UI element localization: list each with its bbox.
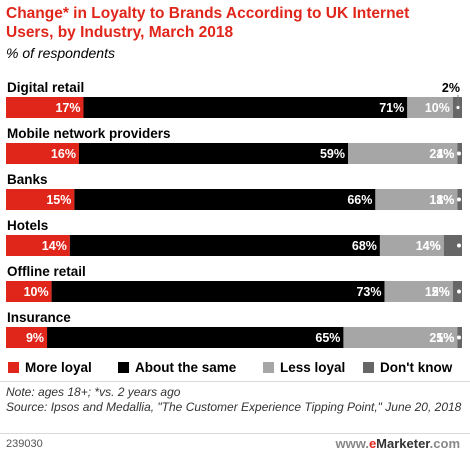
bar-offline-retail-about-the-same	[51, 281, 385, 302]
bar-hotels-don-t-know	[443, 235, 462, 256]
legend-divider	[0, 381, 470, 382]
bar-mobile-network-providers-more-loyal	[6, 143, 79, 164]
category-label-insurance: Insurance	[7, 310, 71, 325]
data-label-hotels-about-the-same: 68%	[352, 239, 377, 253]
bar-insurance-less-loyal	[343, 327, 458, 348]
note-text: Note: ages 18+; *vs. 2 years ago	[6, 385, 181, 399]
leader-dot-mobile-network-providers	[457, 151, 461, 156]
footer-divider	[0, 433, 470, 434]
legend-label-less-loyal: Less loyal	[280, 360, 346, 375]
brand-www: www.	[335, 436, 369, 451]
data-label-hotels-don-t-know: 4%	[423, 239, 441, 253]
category-label-hotels: Hotels	[7, 218, 48, 233]
category-label-banks: Banks	[7, 172, 48, 187]
chart-id: 239030	[6, 438, 43, 450]
data-label-banks-less-loyal: 18%	[429, 193, 454, 207]
leader-dot-insurance	[457, 335, 461, 340]
data-label-insurance-less-loyal: 25%	[429, 331, 454, 345]
legend-label-about-the-same: About the same	[135, 360, 237, 375]
legend-item-about-the-same: About the same	[118, 360, 236, 375]
legend-swatch-dont-know	[363, 362, 374, 373]
bar-banks-less-loyal	[375, 189, 458, 210]
data-label-digital-retail-less-loyal: 10%	[425, 101, 450, 115]
data-label-hotels-more-loyal: 14%	[42, 239, 67, 253]
legend-item-more-loyal: More loyal	[8, 360, 92, 375]
category-label-mobile-network-providers: Mobile network providers	[7, 126, 171, 141]
leader-dot-banks	[457, 197, 461, 202]
data-label-offline-retail-less-loyal: 15%	[425, 285, 450, 299]
data-label-banks-about-the-same: 66%	[347, 193, 372, 207]
data-label-insurance-don-t-know: 1%	[436, 331, 454, 345]
bar-insurance-more-loyal	[6, 327, 48, 348]
legend-item-less-loyal: Less loyal	[263, 360, 345, 375]
data-label-digital-retail-about-the-same: 71%	[379, 101, 404, 115]
bar-offline-retail-more-loyal	[6, 281, 52, 302]
legend-swatch-about-the-same	[118, 362, 129, 373]
bar-mobile-network-providers-about-the-same	[78, 143, 349, 164]
bar-mobile-network-providers-less-loyal	[348, 143, 458, 164]
data-label-banks-don-t-know: 1%	[436, 193, 454, 207]
legend-item-dont-know: Don't know	[363, 360, 452, 375]
data-label-mobile-network-providers-more-loyal: 16%	[51, 147, 76, 161]
footnote: Note: ages 18+; *vs. 2 years ago Source:…	[6, 385, 466, 415]
bar-hotels-more-loyal	[6, 235, 70, 256]
bar-digital-retail-more-loyal	[6, 97, 84, 118]
data-label-offline-retail-don-t-know: 2%	[432, 285, 450, 299]
leader-dot-hotels	[457, 243, 461, 248]
data-label-mobile-network-providers-about-the-same: 59%	[320, 147, 345, 161]
brand-marketer: Marketer	[376, 436, 430, 451]
chart-title: Change* in Loyalty to Brands According t…	[6, 5, 410, 41]
chart-subtitle: % of respondents	[6, 45, 115, 61]
legend-label-more-loyal: More loyal	[25, 360, 92, 375]
category-label-digital-retail: Digital retail	[7, 80, 84, 95]
data-label-mobile-network-providers-less-loyal: 24%	[429, 147, 454, 161]
legend-label-dont-know: Don't know	[380, 360, 453, 375]
leader-dot-digital-retail	[455, 105, 461, 110]
emarketer-logo[interactable]: www.eMarketer.com	[335, 436, 460, 451]
data-label-mobile-network-providers-don-t-know: 1%	[436, 147, 454, 161]
brand-com: .com	[429, 436, 460, 451]
data-label-offline-retail-more-loyal: 10%	[24, 285, 49, 299]
source-text: Source: Ipsos and Medallia, "The Custome…	[6, 400, 462, 414]
brand-e: e	[368, 436, 377, 451]
data-label-banks-more-loyal: 15%	[46, 193, 71, 207]
bar-banks-more-loyal	[6, 189, 75, 210]
bar-insurance-about-the-same	[47, 327, 344, 348]
data-label-offline-retail-about-the-same: 73%	[356, 285, 381, 299]
data-label-hotels-less-loyal: 14%	[416, 239, 441, 253]
bar-digital-retail-about-the-same	[83, 97, 408, 118]
category-label-offline-retail: Offline retail	[7, 264, 86, 279]
stacked-bar-chart: Digital retail 17% 71% 10% 2% Mobile network …	[6, 80, 462, 348]
data-label-insurance-about-the-same: 65%	[315, 331, 340, 345]
bar-digital-retail-less-loyal	[407, 97, 453, 118]
leader-dot-offline-retail	[457, 289, 461, 294]
legend: More loyal About the same Less loyal Don…	[8, 360, 468, 378]
bar-hotels-less-loyal	[379, 235, 444, 256]
bar-hotels-about-the-same	[69, 235, 380, 256]
bar-offline-retail-less-loyal	[384, 281, 453, 302]
data-label-insurance-more-loyal: 9%	[26, 331, 44, 345]
bar-banks-about-the-same	[74, 189, 376, 210]
legend-swatch-more-loyal	[8, 362, 19, 373]
data-label-digital-retail-don-t-know: 2%	[442, 81, 460, 95]
data-label-digital-retail-more-loyal: 17%	[55, 101, 80, 115]
legend-swatch-less-loyal	[263, 362, 274, 373]
